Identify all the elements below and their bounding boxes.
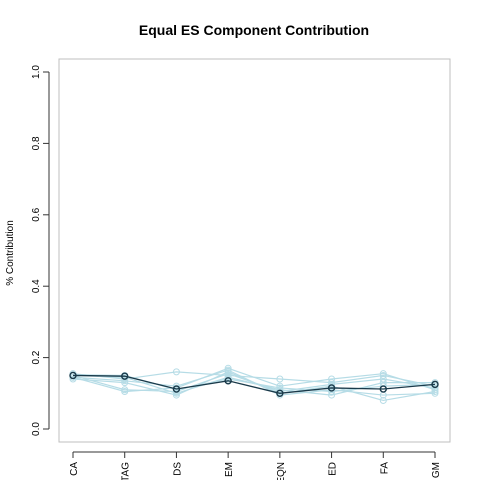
x-tick-label: EM <box>224 462 235 477</box>
x-tick-label: GM <box>431 462 442 478</box>
plot-frame <box>58 58 451 443</box>
data-point <box>276 375 284 383</box>
data-point <box>327 384 336 392</box>
data-point <box>328 375 336 383</box>
data-point <box>379 375 387 383</box>
y-tick-label: 0.2 <box>31 350 42 364</box>
data-point <box>172 368 180 376</box>
data-point <box>69 371 77 380</box>
data-point <box>431 389 439 397</box>
x-tick-label: DS <box>172 462 183 476</box>
data-point <box>172 385 181 393</box>
y-axis-label: % Contribution <box>5 220 16 286</box>
data-point <box>379 385 387 393</box>
data-point <box>224 377 232 385</box>
y-tick-label: 0.4 <box>31 279 42 293</box>
x-tick-label: FA <box>379 462 390 475</box>
x-tick-label: CTAG <box>121 462 132 480</box>
data-point <box>224 370 232 378</box>
data-point <box>379 396 387 404</box>
series-layer <box>69 364 439 404</box>
series-line <box>72 373 436 393</box>
x-tick-label: EQN <box>276 462 287 480</box>
series-highlight <box>69 371 439 397</box>
data-point <box>379 370 387 378</box>
y-tick-label: 0.0 <box>31 422 42 436</box>
data-point <box>276 389 284 397</box>
x-axis: CA CTAG DS EM EQN ED FA GM <box>69 451 442 480</box>
y-tick-label: 0.8 <box>31 136 42 150</box>
y-tick-label: 0.6 <box>31 207 42 221</box>
x-tick-label: ED <box>328 462 339 476</box>
y-tick-label: 1.0 <box>31 65 42 79</box>
data-point <box>121 377 129 385</box>
y-axis: 0.0 0.2 0.4 0.6 0.8 1.0 <box>31 65 50 436</box>
data-point <box>431 380 439 389</box>
series-line <box>72 367 436 393</box>
data-point <box>121 386 129 394</box>
series-line <box>72 374 436 394</box>
chart-title: Equal ES Component Contribution <box>139 22 369 38</box>
x-tick-label: CA <box>69 462 80 476</box>
data-point <box>121 372 129 380</box>
data-point <box>379 391 387 399</box>
